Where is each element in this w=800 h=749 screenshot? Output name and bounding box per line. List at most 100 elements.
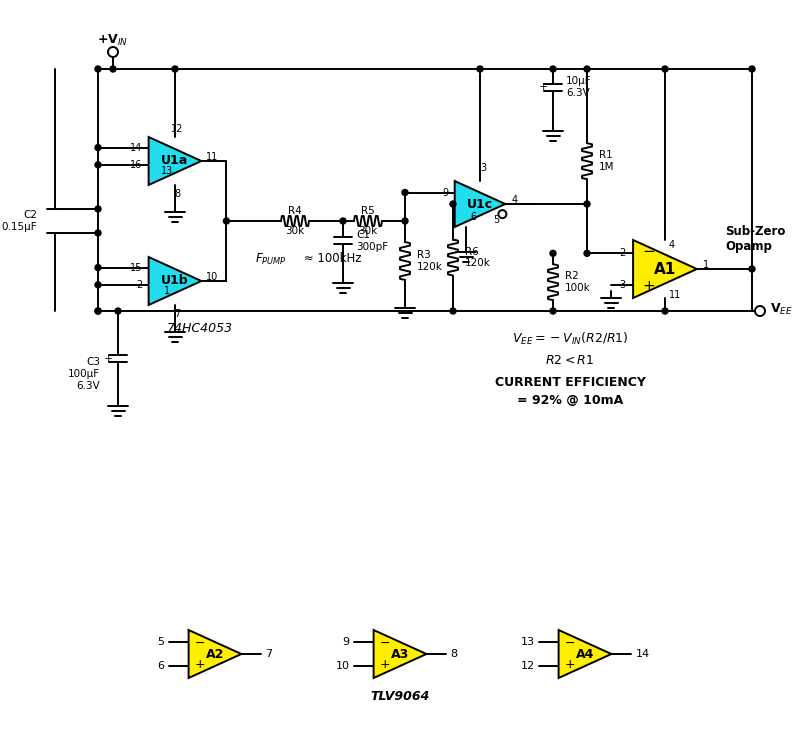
Circle shape xyxy=(115,308,121,314)
Text: 1: 1 xyxy=(164,285,170,296)
Text: U1a: U1a xyxy=(162,154,189,168)
Text: 3: 3 xyxy=(480,163,486,173)
Text: −: − xyxy=(379,637,390,650)
Text: 4: 4 xyxy=(511,195,518,205)
Circle shape xyxy=(95,264,101,270)
Text: A2: A2 xyxy=(206,647,224,661)
Text: = 92% @ 10mA: = 92% @ 10mA xyxy=(517,395,623,407)
Circle shape xyxy=(584,250,590,256)
Circle shape xyxy=(550,66,556,72)
Circle shape xyxy=(749,266,755,272)
Circle shape xyxy=(95,66,101,72)
Text: C1
300pF: C1 300pF xyxy=(356,230,388,252)
Text: $F_{PUMP}$: $F_{PUMP}$ xyxy=(255,252,286,267)
Text: +: + xyxy=(538,82,548,92)
Circle shape xyxy=(108,47,118,57)
Text: 11: 11 xyxy=(206,152,218,162)
Text: C3
100μF
6.3V: C3 100μF 6.3V xyxy=(68,357,100,390)
Text: 7: 7 xyxy=(174,309,180,319)
Polygon shape xyxy=(189,630,242,678)
Text: 30k: 30k xyxy=(286,226,305,236)
Text: CURRENT EFFICIENCY: CURRENT EFFICIENCY xyxy=(494,377,646,389)
Text: 9: 9 xyxy=(442,187,449,198)
Text: ≈ 100kHz: ≈ 100kHz xyxy=(300,252,362,265)
Text: 2: 2 xyxy=(619,249,625,258)
Text: +: + xyxy=(379,658,390,671)
Circle shape xyxy=(223,218,230,224)
Polygon shape xyxy=(454,181,506,227)
Text: 10: 10 xyxy=(336,661,350,671)
Text: 9: 9 xyxy=(342,637,350,647)
Circle shape xyxy=(498,210,506,218)
Circle shape xyxy=(584,66,590,72)
Circle shape xyxy=(755,306,765,316)
Text: +: + xyxy=(564,658,575,671)
Circle shape xyxy=(110,66,116,72)
Polygon shape xyxy=(633,240,697,298)
Text: −: − xyxy=(642,244,655,259)
Text: C2
0.15μF: C2 0.15μF xyxy=(2,210,37,231)
Text: 10μF
6.3V: 10μF 6.3V xyxy=(566,76,592,98)
Text: A1: A1 xyxy=(654,261,676,276)
Text: 8: 8 xyxy=(174,189,180,199)
Text: U1b: U1b xyxy=(161,274,189,288)
Text: R5: R5 xyxy=(361,206,375,216)
Circle shape xyxy=(95,308,101,314)
Text: 15: 15 xyxy=(130,263,142,273)
Text: 3: 3 xyxy=(619,279,625,290)
Text: 10: 10 xyxy=(206,272,218,282)
Polygon shape xyxy=(558,630,611,678)
Circle shape xyxy=(662,66,668,72)
Circle shape xyxy=(172,66,178,72)
Text: −: − xyxy=(194,637,205,650)
Text: 4: 4 xyxy=(669,240,675,250)
Circle shape xyxy=(550,250,556,256)
Text: +: + xyxy=(194,658,205,671)
Text: $R2 < R1$: $R2 < R1$ xyxy=(546,354,594,368)
Text: 12: 12 xyxy=(521,661,534,671)
Text: 14: 14 xyxy=(635,649,650,659)
Circle shape xyxy=(340,218,346,224)
Text: U1c: U1c xyxy=(467,198,493,210)
Text: 5: 5 xyxy=(493,215,499,225)
Text: A4: A4 xyxy=(576,647,594,661)
Circle shape xyxy=(402,189,408,195)
Text: 6: 6 xyxy=(470,212,476,222)
Text: 11: 11 xyxy=(669,290,682,300)
Polygon shape xyxy=(374,630,426,678)
Circle shape xyxy=(550,308,556,314)
Text: +: + xyxy=(104,354,113,364)
Text: Sub-Zero
Opamp: Sub-Zero Opamp xyxy=(725,225,786,253)
Circle shape xyxy=(749,66,755,72)
Circle shape xyxy=(402,218,408,224)
Circle shape xyxy=(95,282,101,288)
Circle shape xyxy=(477,66,483,72)
Text: −: − xyxy=(564,637,575,650)
Polygon shape xyxy=(149,137,202,185)
Text: 74HC4053: 74HC4053 xyxy=(167,323,233,336)
Text: 6: 6 xyxy=(158,661,165,671)
Text: 2: 2 xyxy=(136,280,142,290)
Circle shape xyxy=(450,308,456,314)
Text: TLV9064: TLV9064 xyxy=(370,690,430,703)
Text: R1
1M: R1 1M xyxy=(599,151,614,172)
Text: 12: 12 xyxy=(171,124,183,134)
Text: R4: R4 xyxy=(288,206,302,216)
Text: 1: 1 xyxy=(703,260,709,270)
Polygon shape xyxy=(149,257,202,305)
Text: +: + xyxy=(642,279,655,294)
Text: 14: 14 xyxy=(130,142,142,153)
Circle shape xyxy=(95,162,101,168)
Circle shape xyxy=(95,206,101,212)
Text: V$_{EE}$: V$_{EE}$ xyxy=(770,301,793,317)
Text: A3: A3 xyxy=(391,647,409,661)
Text: $V_{EE} = -V_{IN}(R2/R1)$: $V_{EE} = -V_{IN}(R2/R1)$ xyxy=(512,331,628,347)
Text: 8: 8 xyxy=(450,649,458,659)
Circle shape xyxy=(95,308,101,314)
Text: 7: 7 xyxy=(266,649,273,659)
Circle shape xyxy=(450,201,456,207)
Circle shape xyxy=(95,145,101,151)
Text: 30k: 30k xyxy=(358,226,378,236)
Text: +V$_{IN}$: +V$_{IN}$ xyxy=(98,32,129,47)
Text: 5: 5 xyxy=(158,637,165,647)
